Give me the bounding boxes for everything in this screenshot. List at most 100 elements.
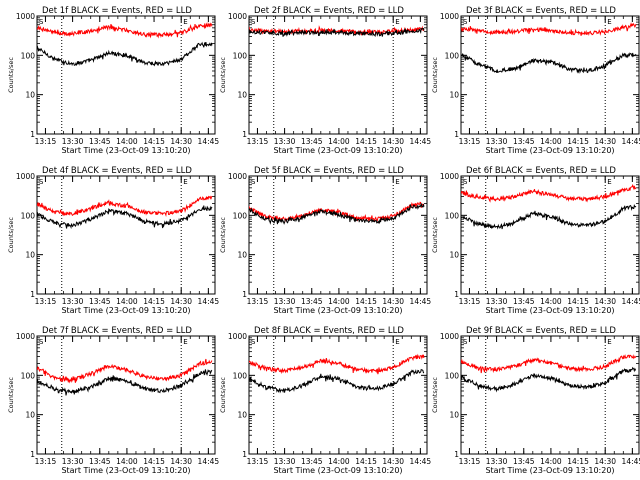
start-marker: S	[39, 18, 44, 26]
y-axis-label: Counts/sec	[431, 217, 439, 253]
y-axis-label: Counts/sec	[7, 217, 15, 253]
y-axis-label: Counts/sec	[431, 377, 439, 413]
plot-frame	[248, 15, 428, 135]
x-tick-label: 14:45	[622, 457, 640, 466]
y-tick-label: 100	[233, 51, 248, 60]
x-tick-label: 14:15	[143, 457, 165, 466]
y-tick-label: 1000	[440, 332, 459, 341]
x-tick-label: 13:30	[274, 457, 296, 466]
y-tick-label: 1	[242, 290, 247, 299]
x-tick-label: 14:15	[143, 297, 165, 306]
x-axis-label: Start Time (23-Oct-09 13:10:20)	[61, 466, 190, 475]
x-tick-label: 14:45	[410, 297, 432, 306]
y-tick-label: 1000	[440, 172, 459, 181]
chart-panel-3: Det 3f BLACK = Events, RED = LLD 1 10 100 10…	[431, 6, 640, 155]
x-tick-label: 13:15	[35, 297, 57, 306]
x-tick-label: 13:45	[513, 297, 535, 306]
y-tick-label: 1000	[16, 172, 35, 181]
series-line-2	[249, 203, 425, 225]
x-axis-label: Start Time (23-Oct-09 13:10:20)	[485, 306, 614, 315]
x-tick-label: 14:45	[198, 297, 220, 306]
x-tick-label: 13:30	[486, 137, 508, 146]
x-tick-label: 14:45	[198, 457, 220, 466]
series-line-2	[461, 22, 637, 36]
y-tick-label: 10	[449, 91, 459, 100]
y-tick-label: 100	[21, 211, 36, 220]
x-tick-label: 14:30	[594, 297, 616, 306]
series-line-1	[249, 25, 425, 36]
x-tick-label: 14:15	[143, 137, 165, 146]
x-tick-label: 14:30	[170, 297, 192, 306]
y-tick-label: 1	[30, 450, 35, 459]
y-tick-label: 10	[449, 411, 459, 420]
x-tick-label: 14:30	[594, 137, 616, 146]
y-tick-label: 1	[454, 450, 459, 459]
start-marker: S	[251, 178, 256, 186]
x-tick-label: 13:45	[89, 297, 111, 306]
x-tick-label: 13:15	[459, 137, 481, 146]
y-tick-label: 1000	[228, 172, 247, 181]
chart-panel-1: Det 1f BLACK = Events, RED = LLD 1 10 100 10…	[7, 6, 219, 155]
x-tick-label: 14:30	[382, 457, 404, 466]
x-tick-label: 13:15	[459, 457, 481, 466]
x-tick-label: 13:30	[62, 457, 84, 466]
end-marker: E	[183, 338, 187, 346]
y-tick-label: 100	[21, 51, 36, 60]
x-tick-label: 13:30	[274, 137, 296, 146]
y-tick-label: 10	[237, 91, 247, 100]
x-tick-label: 14:45	[410, 457, 432, 466]
start-marker: S	[251, 18, 256, 26]
x-tick-label: 13:15	[247, 457, 269, 466]
x-tick-label: 14:00	[328, 457, 350, 466]
chart-panel-9: Det 9f BLACK = Events, RED = LLD 1 10 100 10…	[431, 326, 640, 475]
series-line-1	[37, 205, 213, 230]
x-tick-label: 13:30	[62, 137, 84, 146]
y-tick-label: 10	[25, 251, 35, 260]
series-line-1	[461, 52, 637, 74]
plot-frame	[248, 335, 428, 455]
plot-frame	[36, 175, 216, 295]
series-line-1	[461, 203, 637, 230]
plot-frame	[36, 335, 216, 455]
chart-panel-5: Det 5f BLACK = Events, RED = LLD 1 10 100 10…	[219, 166, 431, 315]
chart-title: Det 9f BLACK = Events, RED = LLD	[466, 326, 616, 336]
end-marker: E	[607, 18, 611, 26]
x-axis-label: Start Time (23-Oct-09 13:10:20)	[273, 466, 402, 475]
x-tick-label: 14:00	[328, 297, 350, 306]
x-tick-label: 14:15	[355, 137, 377, 146]
y-axis-label: Counts/sec	[7, 377, 15, 413]
x-tick-label: 13:15	[35, 457, 57, 466]
y-tick-label: 1	[30, 290, 35, 299]
plot-frame	[460, 175, 640, 295]
series-line-1	[249, 368, 425, 394]
x-axis-label: Start Time (23-Oct-09 13:10:20)	[61, 306, 190, 315]
plot-frame	[36, 15, 216, 135]
x-tick-label: 13:15	[247, 297, 269, 306]
x-tick-label: 13:45	[89, 457, 111, 466]
y-tick-label: 100	[445, 371, 460, 380]
chart-panel-7: Det 7f BLACK = Events, RED = LLD 1 10 100 10…	[7, 326, 219, 475]
start-marker: S	[39, 178, 44, 186]
x-tick-label: 14:30	[170, 137, 192, 146]
y-tick-label: 1	[242, 450, 247, 459]
series-line-2	[37, 195, 213, 218]
chart-panel-8: Det 8f BLACK = Events, RED = LLD 1 10 100 10…	[219, 326, 431, 475]
chart-panel-4: Det 4f BLACK = Events, RED = LLD 1 10 100 10…	[7, 166, 219, 315]
y-tick-label: 100	[233, 371, 248, 380]
y-axis-label: Counts/sec	[7, 57, 15, 93]
y-tick-label: 1	[242, 130, 247, 139]
x-axis-label: Start Time (23-Oct-09 13:10:20)	[485, 466, 614, 475]
chart-title: Det 1f BLACK = Events, RED = LLD	[42, 6, 192, 16]
x-tick-label: 14:00	[116, 137, 138, 146]
y-axis-label: Counts/sec	[219, 217, 227, 253]
x-tick-label: 14:00	[540, 297, 562, 306]
x-tick-label: 14:30	[594, 457, 616, 466]
x-tick-label: 13:30	[274, 297, 296, 306]
x-tick-label: 14:15	[355, 297, 377, 306]
chart-panel-6: Det 6f BLACK = Events, RED = LLD 1 10 100 10…	[431, 166, 640, 315]
end-marker: E	[395, 338, 399, 346]
x-tick-label: 13:15	[35, 137, 57, 146]
series-line-2	[249, 27, 425, 38]
